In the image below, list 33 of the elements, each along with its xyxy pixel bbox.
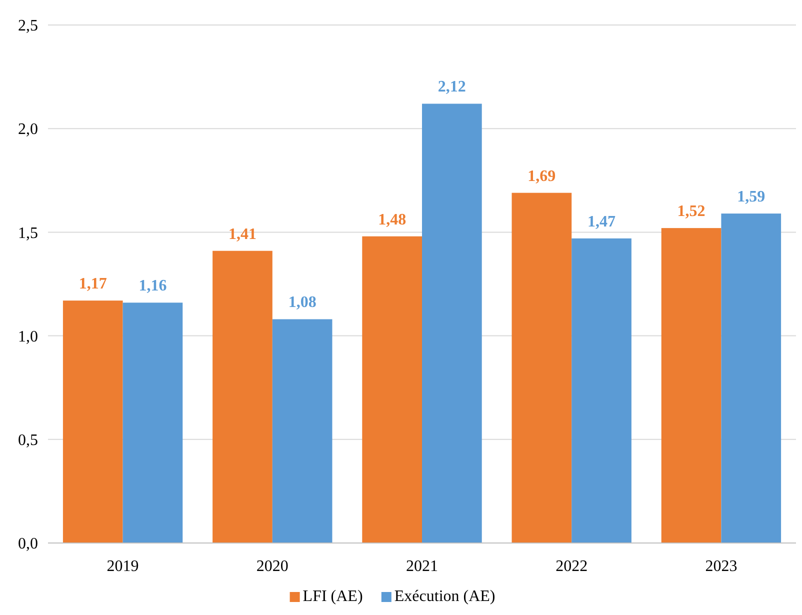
legend-label: Exécution (AE) bbox=[394, 588, 496, 605]
data-label: 1,59 bbox=[737, 188, 766, 206]
y-tick-label: 2,0 bbox=[18, 121, 38, 138]
x-tick-label: 2023 bbox=[705, 558, 738, 575]
x-tick-label: 2022 bbox=[556, 558, 588, 575]
y-tick-label: 1,5 bbox=[18, 224, 38, 242]
data-label: 1,17 bbox=[78, 276, 107, 293]
data-label: 1,48 bbox=[378, 211, 406, 228]
bar bbox=[212, 250, 272, 543]
bar bbox=[422, 104, 482, 543]
bar bbox=[721, 214, 782, 543]
data-label: 1,08 bbox=[288, 294, 316, 312]
bar bbox=[512, 192, 572, 543]
bar bbox=[272, 319, 332, 543]
bar bbox=[362, 236, 422, 543]
data-label: 1,52 bbox=[677, 203, 706, 220]
x-tick-label: 2021 bbox=[406, 558, 438, 575]
y-tick-label: 1,0 bbox=[18, 328, 38, 346]
data-label: 1,41 bbox=[228, 226, 256, 243]
x-tick-label: 2019 bbox=[106, 558, 139, 575]
data-label: 1,16 bbox=[138, 278, 167, 295]
bar bbox=[122, 302, 183, 543]
bar bbox=[661, 228, 722, 543]
data-label: 1,69 bbox=[528, 168, 556, 185]
x-tick-label: 2020 bbox=[256, 558, 288, 575]
bar bbox=[62, 300, 123, 543]
data-label: 1,47 bbox=[588, 213, 616, 230]
y-tick-label: 2,5 bbox=[18, 18, 38, 35]
y-tick-label: 0,5 bbox=[18, 432, 38, 449]
bar bbox=[572, 238, 632, 543]
data-label: 2,12 bbox=[438, 78, 466, 96]
y-tick-label: 0,0 bbox=[18, 536, 38, 553]
legend-label: LFI (AE) bbox=[302, 588, 363, 605]
